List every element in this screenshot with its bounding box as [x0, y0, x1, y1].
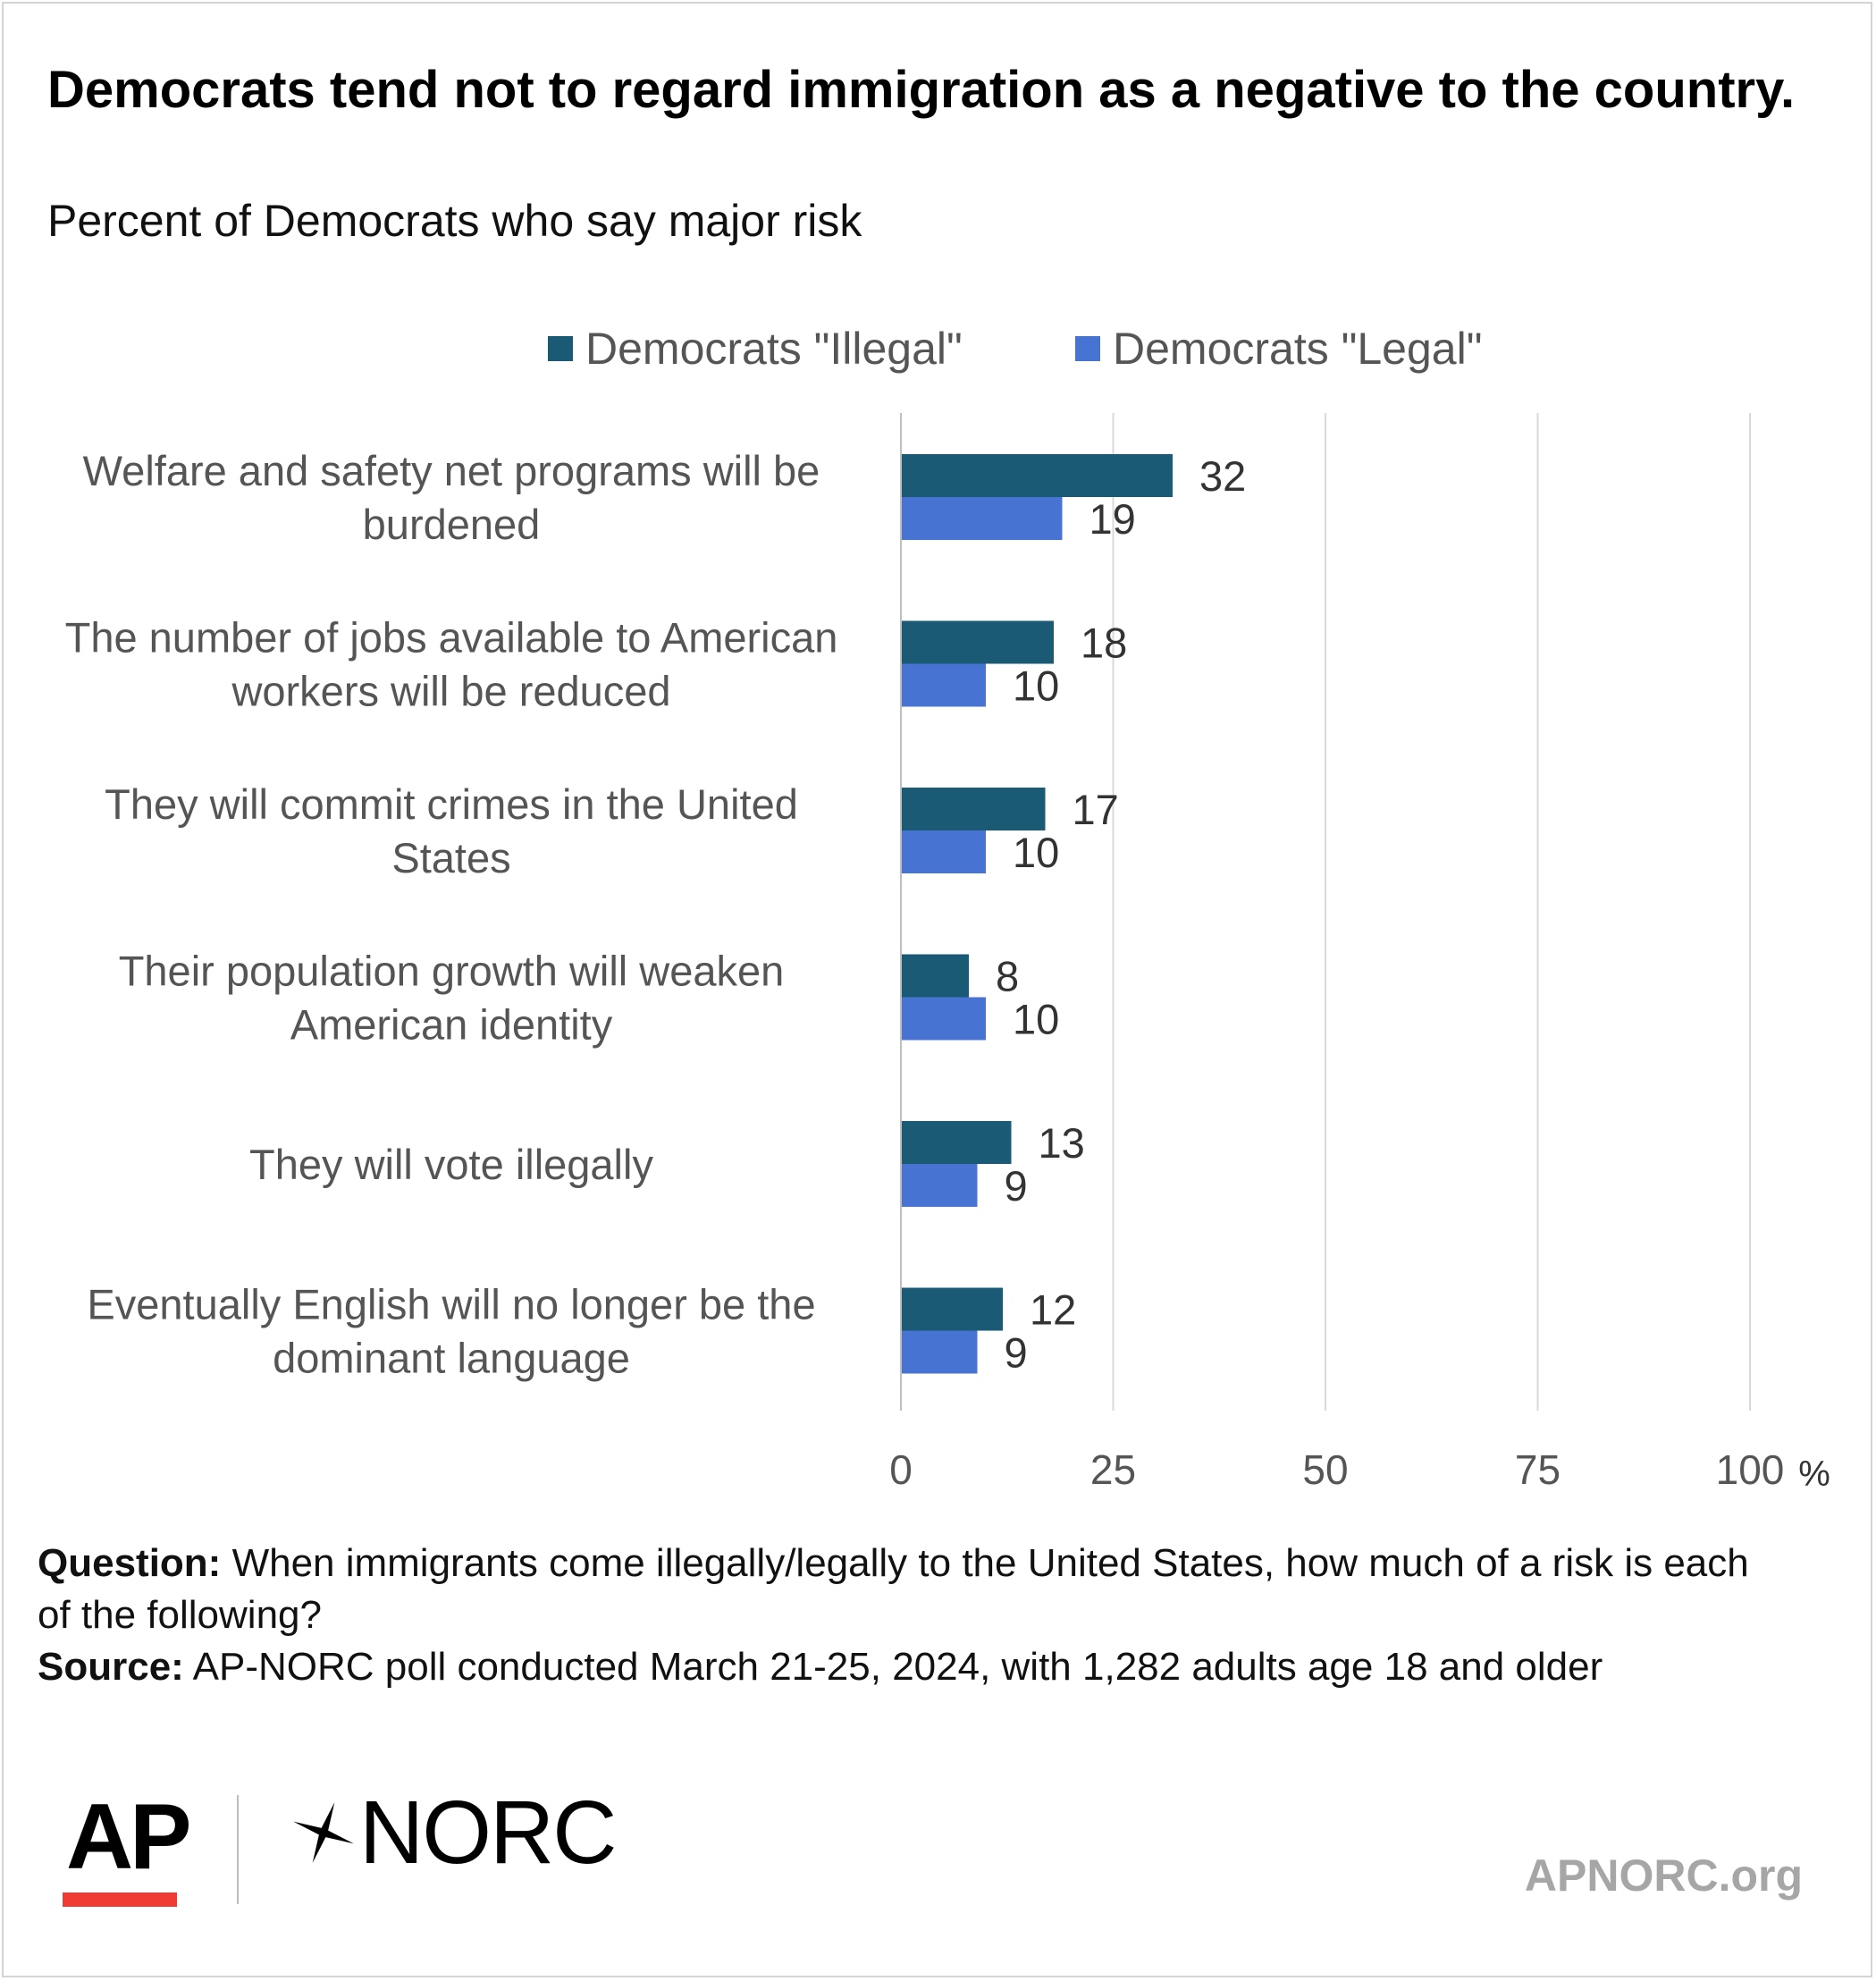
norc-logo: NORC: [359, 1783, 617, 1883]
value-label-illegal-4: 13: [1039, 1119, 1085, 1167]
x-tick-label-100: 100: [1716, 1446, 1785, 1493]
x-axis-unit: %: [1798, 1454, 1830, 1494]
legend-label-illegal: Democrats "Illegal": [585, 324, 963, 374]
category-label-line: American identity: [290, 1001, 613, 1049]
category-label-line: Welfare and safety net programs will be: [83, 447, 820, 494]
category-label-line: States: [391, 834, 510, 881]
chart-title: Democrats tend not to regard immigration…: [47, 61, 1796, 119]
bar-illegal-5: [901, 1287, 1003, 1331]
category-label-line: The number of jobs available to American: [65, 614, 838, 662]
bar-legal-5: [901, 1330, 978, 1374]
source-note: Source: AP-NORC poll conducted March 21-…: [38, 1641, 1780, 1693]
legend-swatch-illegal: [548, 336, 573, 361]
category-label-line: Their population growth will weaken: [119, 948, 785, 995]
ap-logo-underline: [63, 1892, 177, 1907]
legend-item-illegal: Democrats "Illegal": [548, 317, 963, 380]
value-label-legal-5: 9: [1005, 1329, 1028, 1377]
category-label-line: Eventually English will no longer be the: [87, 1281, 815, 1328]
value-label-legal-0: 19: [1089, 495, 1136, 543]
bar-illegal-4: [901, 1121, 1012, 1164]
category-label-line: They will commit crimes in the United: [105, 780, 798, 828]
value-label-illegal-0: 32: [1199, 452, 1246, 500]
value-label-illegal-1: 18: [1081, 620, 1127, 667]
value-label-legal-2: 10: [1013, 829, 1059, 876]
category-label-line: workers will be reduced: [231, 668, 670, 715]
legend-swatch-legal: [1075, 336, 1100, 361]
category-label-line: They will vote illegally: [249, 1141, 653, 1188]
bar-chart: 0 25 50 75 100 % 32 19 Welfare and safety net pr…: [65, 413, 1830, 1494]
bar-legal-0: [901, 497, 1063, 540]
norc-star-icon: [293, 1802, 354, 1863]
value-label-illegal-5: 12: [1030, 1286, 1076, 1334]
website-link[interactable]: APNORC.org: [1524, 1850, 1803, 1901]
category-label-3: Their population growth will weaken Ameri…: [119, 948, 785, 1049]
ap-logo: AP: [66, 1785, 191, 1889]
bar-illegal-2: [901, 788, 1046, 830]
category-label-4: They will vote illegally: [249, 1141, 653, 1188]
value-label-legal-4: 9: [1005, 1162, 1028, 1210]
chart-notes: Question: When immigrants come illegally…: [38, 1538, 1780, 1693]
value-label-illegal-3: 8: [996, 953, 1019, 1000]
value-label-legal-3: 10: [1013, 996, 1059, 1043]
x-tick-label-50: 50: [1302, 1446, 1348, 1493]
bar-illegal-1: [901, 620, 1054, 664]
legend-item-legal: Democrats "Legal": [1075, 317, 1482, 380]
bar-illegal-0: [901, 454, 1173, 497]
value-label-illegal-2: 17: [1073, 786, 1119, 833]
x-tick-label-0: 0: [889, 1446, 913, 1493]
category-label-0: Welfare and safety net programs will be b…: [83, 447, 820, 548]
question-note: Question: When immigrants come illegally…: [38, 1538, 1780, 1641]
source-label: Source:: [38, 1645, 184, 1689]
legend-label-legal: Democrats "Legal": [1113, 324, 1483, 374]
source-text: AP-NORC poll conducted March 21-25, 2024…: [192, 1645, 1603, 1689]
x-tick-label-25: 25: [1090, 1446, 1136, 1493]
category-label-line: dominant language: [273, 1335, 630, 1382]
category-label-1: The number of jobs available to American…: [65, 614, 838, 715]
value-label-legal-1: 10: [1013, 662, 1059, 710]
question-text: When immigrants come illegally/legally t…: [38, 1541, 1749, 1637]
question-label: Question:: [38, 1541, 222, 1585]
category-label-5: Eventually English will no longer be the…: [87, 1281, 815, 1382]
chart-subtitle: Percent of Democrats who say major risk: [47, 196, 862, 246]
chart-legend: Democrats "Illegal" Democrats "Legal": [0, 317, 1876, 380]
category-label-line: burdened: [363, 501, 541, 548]
category-label-2: They will commit crimes in the United Sta…: [105, 780, 798, 881]
bar-legal-2: [901, 830, 986, 873]
bar-legal-1: [901, 663, 986, 707]
bar-legal-3: [901, 997, 986, 1041]
x-tick-label-75: 75: [1515, 1446, 1561, 1493]
bar-illegal-3: [901, 954, 969, 998]
bar-legal-4: [901, 1164, 978, 1207]
logo-divider: [237, 1795, 239, 1904]
